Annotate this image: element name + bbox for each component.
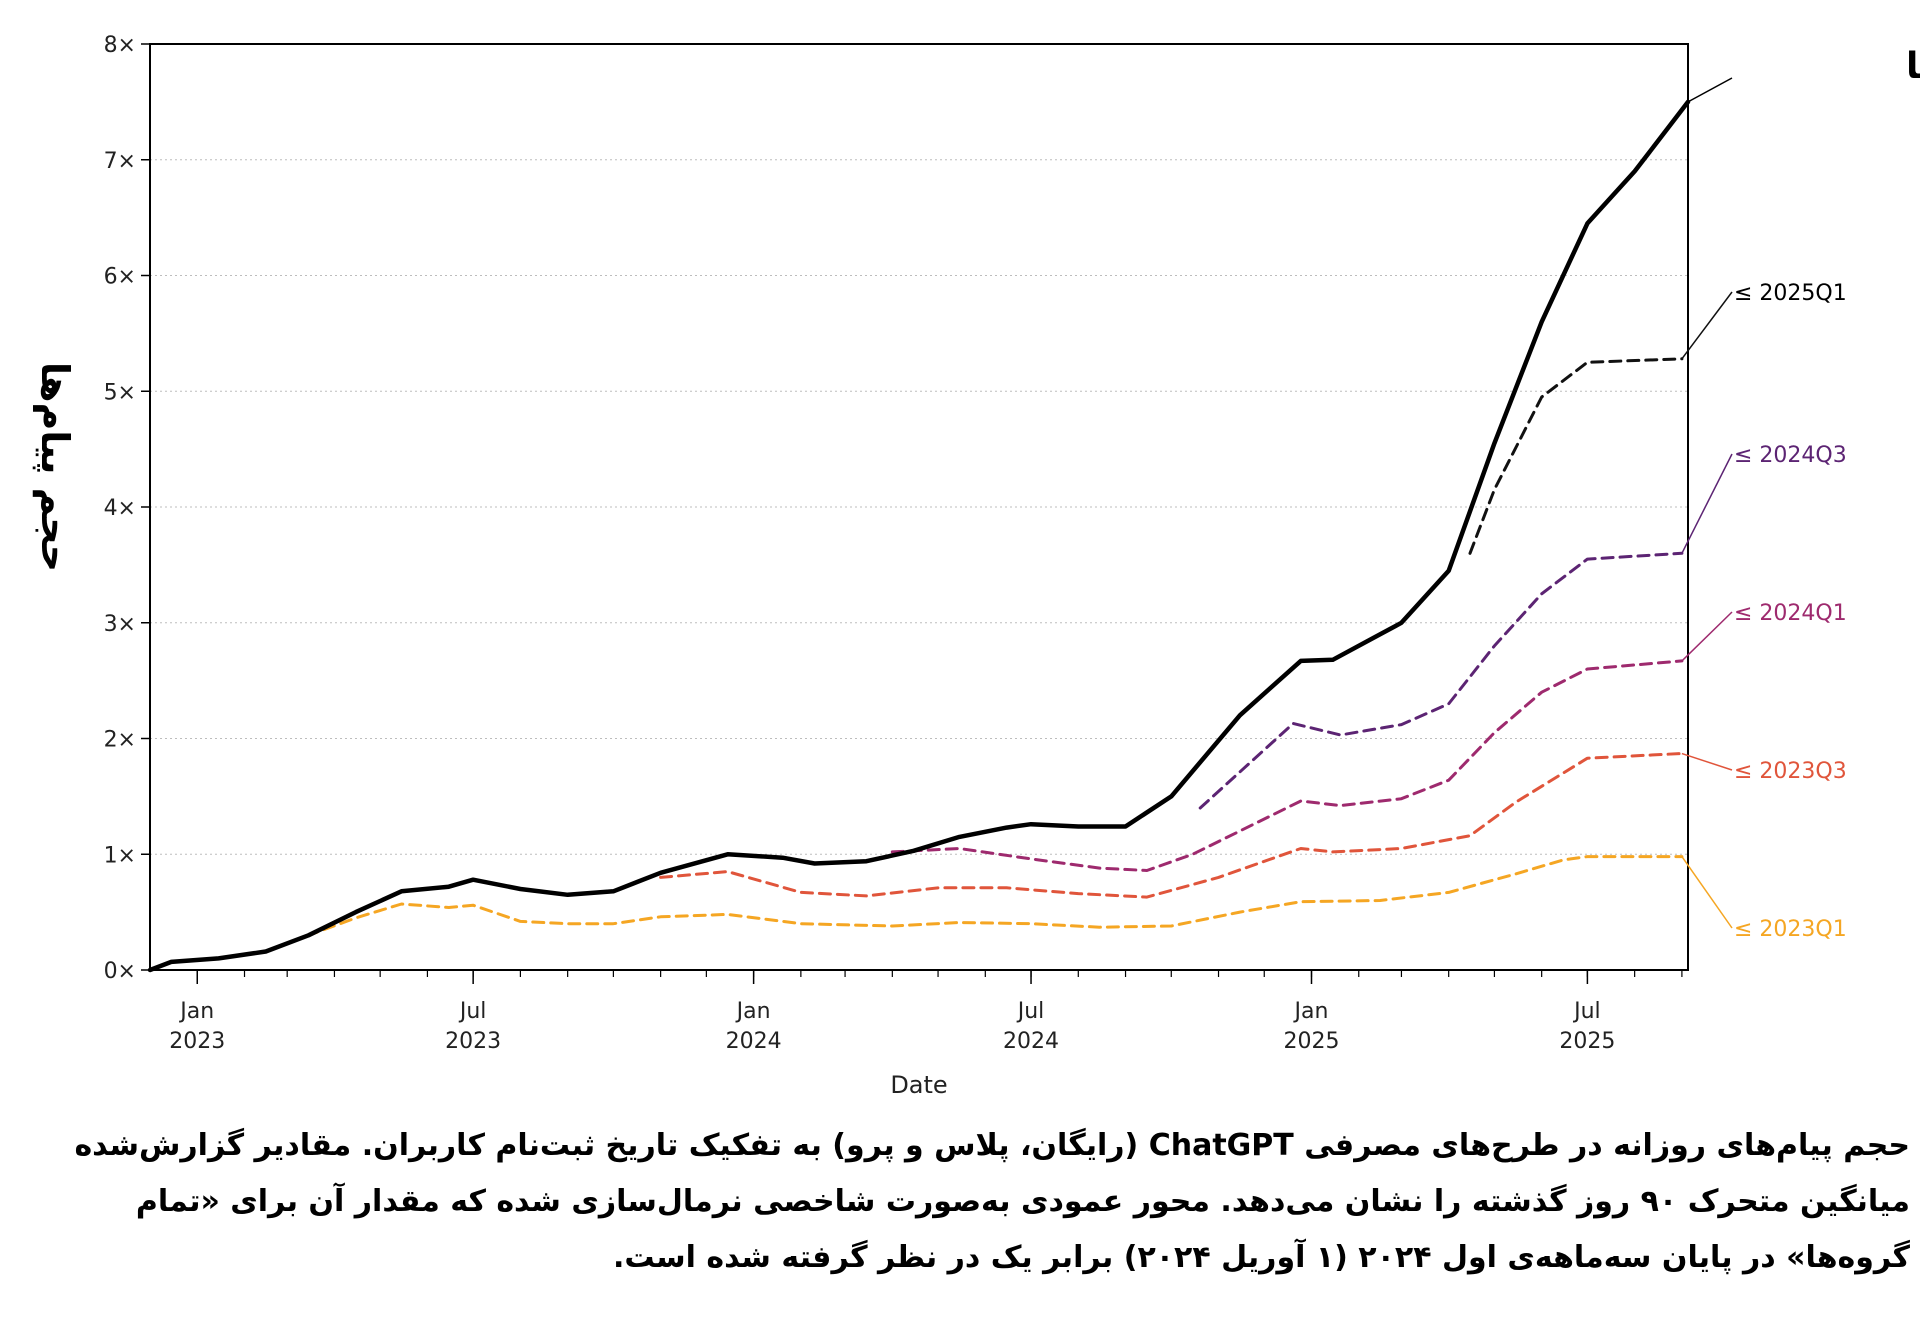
gridlines <box>150 159 1688 855</box>
legend-leader <box>1681 752 1733 771</box>
y-tick-label: 8× <box>104 33 136 58</box>
legend-label-2025q1: ≤ 2025Q1 <box>1734 281 1847 306</box>
legend-label-2024q3: ≤ 2024Q3 <box>1734 443 1847 468</box>
y-tick-label: 0× <box>104 959 136 984</box>
series-line-2023q1 <box>148 855 1684 972</box>
legend-leader <box>1681 453 1733 554</box>
x-tick-label-month: Jan <box>735 999 771 1024</box>
y-tick-label: 7× <box>104 149 136 174</box>
x-tick-label-year: 2025 <box>1284 1029 1340 1054</box>
legend-leader <box>1681 856 1733 929</box>
x-tick-label-year: 2025 <box>1559 1029 1615 1054</box>
chart: 0× 1× 2× 3× 4× 5× 6× 7× 8× Jan 2023 Jul 2023 Jan 2024… <box>32 33 1920 1099</box>
series-line-2024q3 <box>1198 551 1684 810</box>
x-tick-label-month: Jul <box>458 999 487 1024</box>
legend-label-2023q1: ≤ 2023Q1 <box>1734 917 1847 942</box>
series-lines <box>147 99 1691 973</box>
x-tick-label-month: Jul <box>1016 999 1045 1024</box>
x-tick-label-year: 2023 <box>445 1029 501 1054</box>
x-tick-label-year: 2024 <box>726 1029 782 1054</box>
legend-label-2023q3: ≤ 2023Q3 <box>1734 759 1847 784</box>
legend-leader <box>1681 291 1733 360</box>
legend-leader <box>1681 611 1733 662</box>
x-tick-label-month: Jan <box>1293 999 1329 1024</box>
series-line-2025q1 <box>1468 357 1684 555</box>
x-tick-label-month: Jan <box>178 999 214 1024</box>
legend-leader <box>1687 77 1733 103</box>
y-tick-label: 6× <box>104 265 136 290</box>
legend: تمام گروه‌ها ≤ 2025Q1 ≤ 2024Q3 ≤ 2024Q1 ≤ 20… <box>1681 45 1920 942</box>
y-tick-label: 4× <box>104 496 136 521</box>
legend-label-all-cohorts: تمام گروه‌ها <box>1906 45 1920 87</box>
series-line-2023q3 <box>659 752 1684 899</box>
x-tick-label-year: 2024 <box>1003 1029 1059 1054</box>
x-tick-label-year: 2023 <box>169 1029 225 1054</box>
series-line-all-cohorts <box>147 99 1691 973</box>
x-axis-title: Date <box>890 1071 947 1099</box>
y-tick-label: 3× <box>104 612 136 637</box>
series-line-2024q1 <box>890 659 1684 872</box>
y-tick-label: 1× <box>104 843 136 868</box>
x-tick-label-month: Jul <box>1572 999 1601 1024</box>
figure-caption: حجم پیام‌های روزانه در طرح‌های مصرفی Cha… <box>74 1128 1910 1275</box>
legend-label-2024q1: ≤ 2024Q1 <box>1734 601 1847 626</box>
y-axis-title: حجم پیام‌ها <box>32 362 77 572</box>
y-tick-label: 2× <box>104 728 136 753</box>
x-axis: Jan 2023 Jul 2023 Jan 2024 Jul 2024 Jan 2025 Jul 20… <box>169 970 1683 1054</box>
y-axis: 0× 1× 2× 3× 4× 5× 6× 7× 8× <box>104 33 150 984</box>
y-tick-label: 5× <box>104 380 136 405</box>
